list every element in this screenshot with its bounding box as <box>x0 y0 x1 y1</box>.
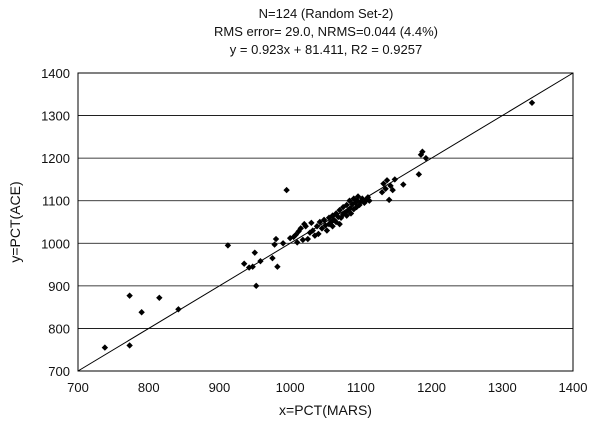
data-point <box>308 219 315 227</box>
y-axis-label: y=PCT(ACE) <box>7 181 23 262</box>
data-point <box>294 239 301 246</box>
y-tick-label: 1100 <box>42 194 70 209</box>
data-point <box>126 342 133 349</box>
data-point <box>378 189 386 196</box>
x-tick-label: 900 <box>209 380 231 395</box>
data-point <box>272 235 280 243</box>
data-point <box>329 223 336 230</box>
y-tick-label: 700 <box>48 364 70 379</box>
data-point <box>101 344 109 351</box>
data-point <box>301 220 308 228</box>
data-point <box>336 206 343 214</box>
x-axis-label: x=PCT(MARS) <box>279 402 372 418</box>
data-point <box>400 181 407 188</box>
x-tick-label: 1300 <box>488 380 517 395</box>
data-point <box>382 185 389 192</box>
data-points <box>101 99 536 351</box>
data-point <box>415 171 423 178</box>
x-axis-tick-labels: 700 800 900 1000 1100 1200 1300 1400 <box>67 380 587 395</box>
title-line-1: N=124 (Random Set-2) <box>259 6 394 21</box>
data-point <box>327 218 335 226</box>
y-tick-label: 1400 <box>41 66 70 81</box>
y-tick-label: 1300 <box>41 109 70 124</box>
data-point <box>366 197 373 204</box>
data-point <box>175 306 182 313</box>
data-point <box>224 242 232 249</box>
data-point <box>257 257 264 265</box>
data-point <box>389 186 396 194</box>
data-point <box>337 214 345 221</box>
data-point <box>283 186 290 194</box>
data-point <box>383 177 391 184</box>
data-point <box>156 294 163 301</box>
y-tick-label: 800 <box>48 321 70 336</box>
data-point <box>269 254 276 262</box>
data-point <box>325 214 333 221</box>
y-tick-label: 1200 <box>41 151 70 166</box>
data-point <box>240 260 248 267</box>
data-point <box>279 240 287 247</box>
data-point <box>419 148 426 155</box>
data-point <box>323 227 331 234</box>
x-tick-label: 1000 <box>276 380 305 395</box>
data-point <box>271 241 278 248</box>
data-point <box>138 309 145 316</box>
data-point <box>249 263 256 270</box>
data-point <box>299 236 307 244</box>
x-tick-label: 1400 <box>559 380 588 395</box>
data-point <box>274 263 281 270</box>
data-point <box>318 225 326 232</box>
data-point <box>253 282 260 290</box>
data-point <box>313 223 321 230</box>
data-point <box>297 225 304 232</box>
data-point <box>309 227 316 234</box>
y-axis-tick-labels: 700 800 900 1000 1100 1200 1300 1400 <box>41 66 70 379</box>
data-point <box>363 196 370 204</box>
data-point <box>304 235 312 243</box>
data-point <box>251 249 258 256</box>
data-point <box>302 223 309 230</box>
data-point <box>126 292 133 299</box>
plot-area-frame <box>77 72 574 372</box>
title-line-2: RMS error= 29.0, NRMS=0.044 (4.4%) <box>214 24 438 39</box>
x-tick-label: 700 <box>67 380 89 395</box>
data-point <box>528 99 536 106</box>
data-point <box>385 196 393 204</box>
identity-line <box>77 72 574 372</box>
data-point <box>320 216 328 224</box>
chart-title: N=124 (Random Set-2) RMS error= 29.0, NRM… <box>214 6 438 57</box>
y-tick-label: 1000 <box>41 236 70 251</box>
data-point <box>325 220 333 228</box>
x-tick-label: 800 <box>138 380 160 395</box>
title-line-3: y = 0.923x + 81.411, R2 = 0.9257 <box>230 42 422 57</box>
x-tick-label: 1200 <box>417 380 446 395</box>
data-point <box>347 210 355 217</box>
x-tick-label: 1100 <box>347 380 375 395</box>
data-point <box>343 201 350 209</box>
y-tick-label: 900 <box>48 279 70 294</box>
data-point <box>380 180 387 187</box>
data-point <box>315 230 322 238</box>
data-point <box>422 154 430 162</box>
horizontal-gridlines <box>78 115 573 329</box>
data-point <box>336 220 343 228</box>
data-point <box>391 176 398 183</box>
